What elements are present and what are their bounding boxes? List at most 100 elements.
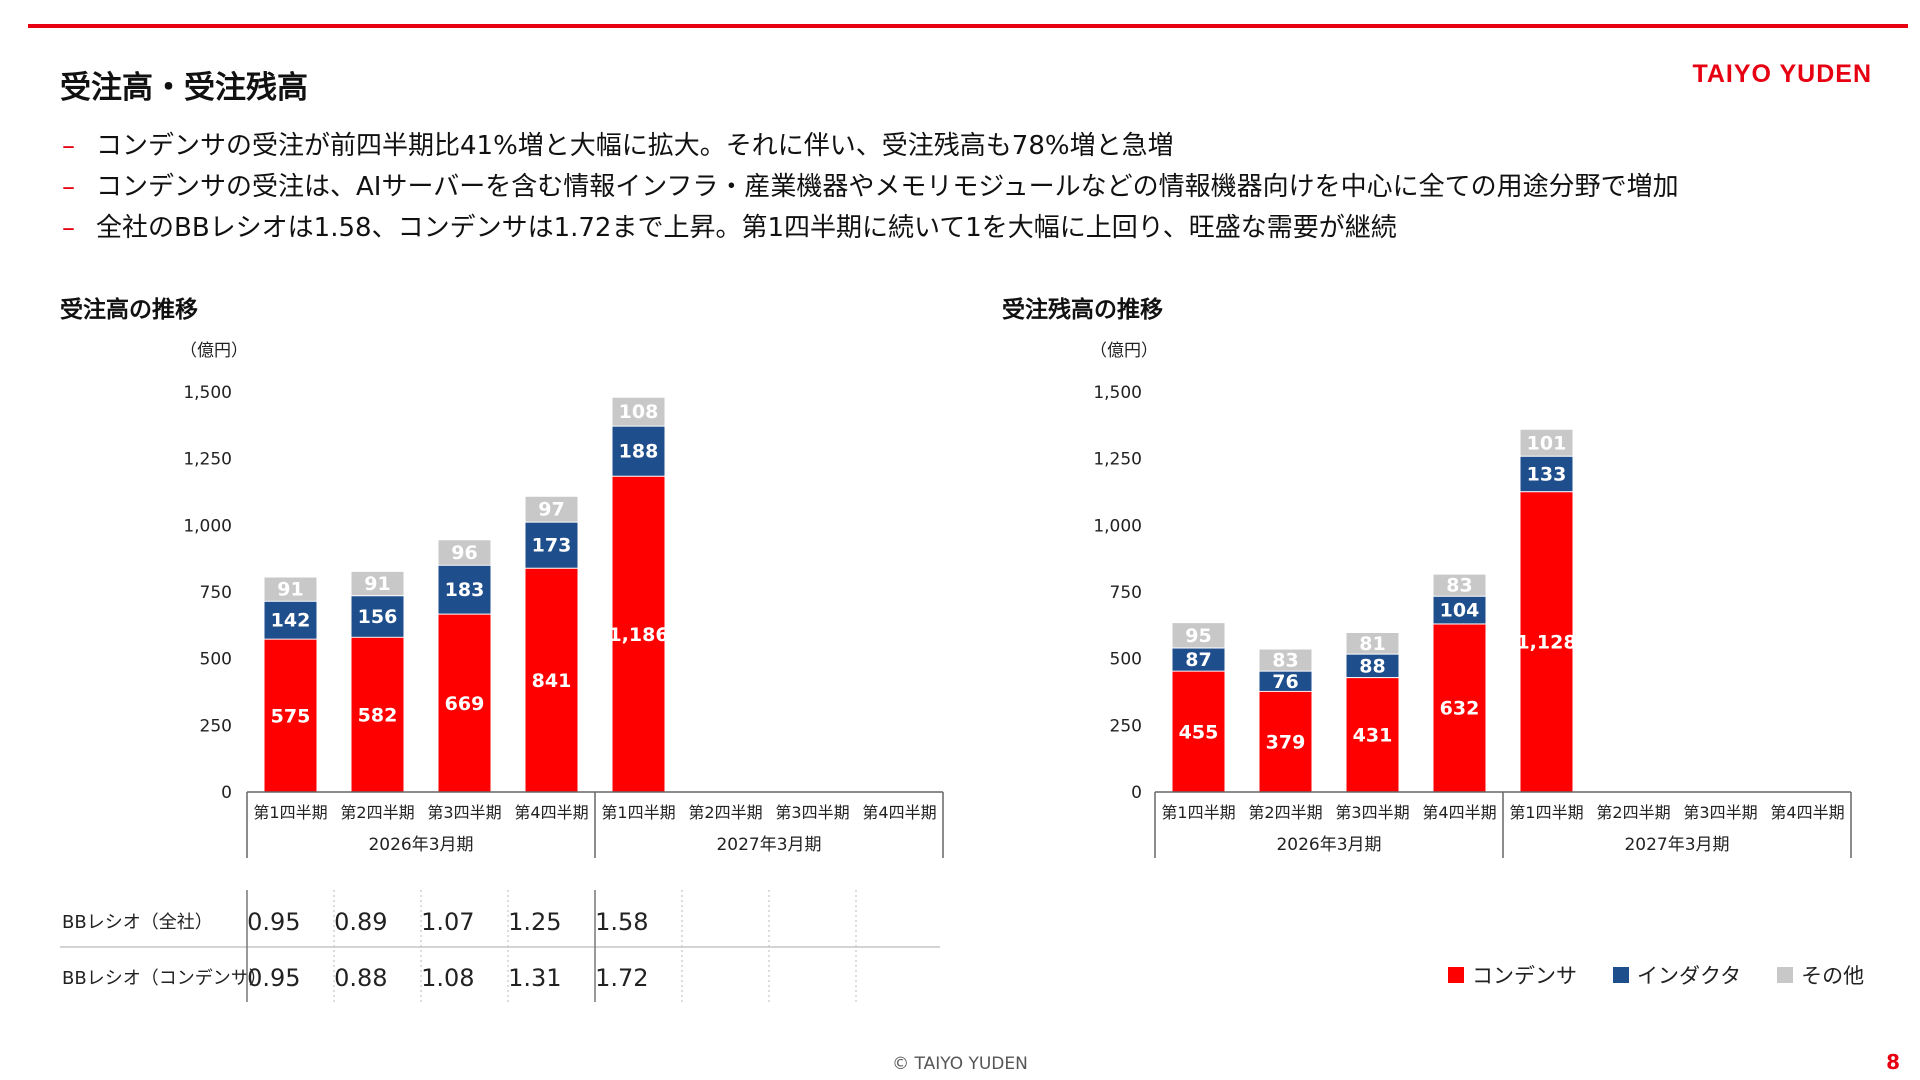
x-tick-label: 第2四半期	[688, 803, 762, 822]
legend-label: その他	[1801, 964, 1865, 988]
x-tick-label: 第4四半期	[1422, 803, 1496, 822]
bullet-text: コンデンサの受注は、AIサーバーを含む情報インフラ・産業機器やメモリモジュールな…	[96, 172, 1679, 202]
ratio-row-label: BBレシオ（コンデンサ）	[62, 968, 267, 989]
bar-capacitor	[1520, 491, 1573, 792]
bar-other	[1172, 622, 1225, 648]
y-tick-label: 750	[200, 583, 232, 603]
data-label-capacitor: 455	[1179, 721, 1219, 743]
orders-chart-title: 受注高の推移	[60, 297, 198, 323]
y-tick-label: 1,500	[1093, 383, 1142, 403]
x-tick-label: 第3四半期	[1335, 803, 1409, 822]
ratio-value: 0.95	[247, 964, 300, 992]
data-label-other: 96	[451, 542, 477, 564]
y-tick-label: 1,000	[183, 516, 232, 536]
data-label-other: 81	[1359, 633, 1385, 655]
data-label-capacitor: 582	[358, 704, 398, 726]
bullet-marker: –	[62, 131, 75, 161]
bar-capacitor	[351, 636, 404, 792]
x-tick-label: 第4四半期	[862, 803, 936, 822]
x-tick-label: 第3四半期	[427, 803, 501, 822]
bar-inductor	[1172, 647, 1225, 671]
data-label-inductor: 104	[1440, 600, 1480, 622]
y-tick-label: 1,250	[1093, 450, 1142, 470]
chart-legend: コンデンサ インダクタ その他	[1448, 960, 1864, 990]
legend-item-other: その他	[1777, 960, 1864, 990]
data-label-inductor: 173	[532, 535, 572, 557]
ratio-value: 0.95	[247, 908, 300, 936]
x-tick-label: 第3四半期	[775, 803, 849, 822]
page-number: 8	[1886, 1050, 1900, 1074]
page-title: 受注高・受注残高	[60, 70, 308, 106]
data-label-other: 108	[619, 401, 659, 423]
bar-capacitor	[1433, 623, 1486, 792]
axis-unit-label: （億円）	[1090, 341, 1158, 361]
backlog-chart-title: 受注残高の推移	[1002, 297, 1163, 323]
bar-capacitor	[1172, 670, 1225, 792]
data-label-capacitor: 632	[1440, 698, 1480, 720]
data-label-other: 83	[1272, 650, 1298, 672]
data-label-capacitor: 669	[445, 693, 485, 715]
data-label-inductor: 142	[271, 610, 311, 632]
x-tick-label: 第2四半期	[340, 803, 414, 822]
legend-swatch	[1448, 967, 1464, 983]
legend-label: インダクタ	[1637, 964, 1742, 988]
y-tick-label: 250	[1110, 716, 1142, 736]
legend-item-inductor: インダクタ	[1613, 960, 1741, 990]
ratio-value: 0.89	[334, 908, 387, 936]
bar-capacitor	[612, 475, 665, 792]
x-tick-label: 第4四半期	[514, 803, 588, 822]
ratio-row-label: BBレシオ（全社）	[62, 912, 213, 933]
data-label-capacitor: 431	[1353, 725, 1393, 747]
ratio-value: 1.25	[508, 908, 561, 936]
y-tick-label: 750	[1110, 583, 1142, 603]
top-accent-line	[28, 24, 1908, 28]
x-tick-label: 第1四半期	[1161, 803, 1235, 822]
company-logo: TAIYO YUDEN	[1692, 60, 1872, 88]
y-tick-label: 500	[1110, 650, 1142, 670]
ratio-value: 1.08	[421, 964, 474, 992]
x-tick-label: 第1四半期	[253, 803, 327, 822]
summary-bullets: – コンデンサの受注が前四半期比41%増と大幅に拡大。それに伴い、受注残高も78%…	[62, 126, 1679, 249]
data-label-inductor: 188	[619, 441, 659, 463]
x-tick-label: 第1四半期	[1509, 803, 1583, 822]
bar-other	[438, 539, 491, 565]
copyright: © TAIYO YUDEN	[892, 1054, 1028, 1074]
ratio-value: 1.31	[508, 964, 561, 992]
ratio-value: 1.07	[421, 908, 474, 936]
data-label-capacitor: 841	[532, 670, 572, 692]
bar-inductor	[612, 425, 665, 476]
bar-other	[525, 495, 578, 522]
data-label-other: 95	[1185, 625, 1211, 647]
bullet-item: – コンデンサの受注は、AIサーバーを含む情報インフラ・産業機器やメモリモジュール…	[62, 167, 1679, 208]
y-tick-label: 500	[200, 650, 232, 670]
data-label-capacitor: 1,186	[608, 624, 668, 646]
data-label-other: 91	[277, 579, 303, 601]
data-label-inductor: 88	[1359, 655, 1385, 677]
orders-chart: （億円） 0 250 500 750 1,000 1,250 1,500 575 142 91 第1四…	[180, 341, 944, 858]
bb-ratio-table: BBレシオ（全社） 0.95 0.89 1.07 1.25 1.58 BBレシオ（コンデンサ…	[60, 890, 940, 1002]
group-label: 2026年3月期	[1276, 835, 1381, 855]
bullet-text: 全社のBBレシオは1.58、コンデンサは1.72まで上昇。第1四半期に続いて1を…	[96, 213, 1397, 243]
y-tick-label: 1,250	[183, 450, 232, 470]
y-tick-label: 0	[1131, 783, 1142, 803]
data-label-other: 83	[1446, 575, 1472, 597]
bar-capacitor	[264, 638, 317, 792]
data-label-other: 91	[364, 573, 390, 595]
x-tick-label: 第2四半期	[1596, 803, 1670, 822]
data-label-inductor: 133	[1527, 463, 1567, 485]
axis-unit-label: （億円）	[180, 341, 248, 361]
data-label-other: 97	[538, 499, 564, 521]
bar-capacitor	[438, 613, 491, 792]
bar-inductor	[525, 521, 578, 568]
bullet-text: コンデンサの受注が前四半期比41%増と大幅に拡大。それに伴い、受注残高も78%増…	[96, 131, 1174, 161]
bar-inductor	[1520, 455, 1573, 492]
bar-inductor	[438, 564, 491, 614]
data-label-capacitor: 379	[1266, 731, 1306, 753]
bar-inductor	[1259, 670, 1312, 691]
y-tick-label: 0	[221, 783, 232, 803]
bar-capacitor	[1259, 690, 1312, 792]
bar-capacitor	[525, 567, 578, 792]
ratio-value: 0.88	[334, 964, 387, 992]
y-tick-label: 1,000	[1093, 516, 1142, 536]
